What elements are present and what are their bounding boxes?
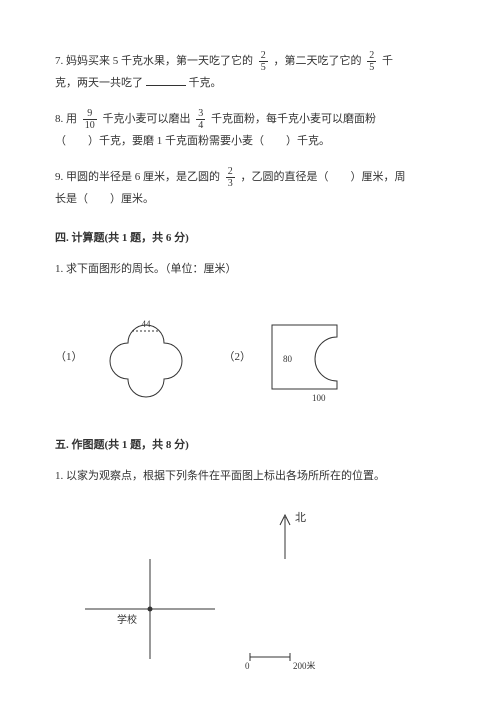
fig1-label: （1） (55, 347, 83, 368)
north-label: 北 (295, 511, 306, 524)
q8-text3: 千克面粉，每千克小麦可以磨面粉 (211, 113, 376, 125)
q7-text4: 克，两天一共吃了 (55, 77, 143, 89)
q9-text2: ，乙圆的直径是（ ）厘米，周 (241, 171, 406, 183)
q7-blank (146, 74, 186, 86)
section5-q1: 1. 以家为观察点，根据下列条件在平面图上标出各场所所在的位置。 (55, 466, 445, 487)
q7-text5: 千克。 (189, 77, 222, 89)
question-8: 8. 用 9 10 千克小麦可以磨出 3 4 千克面粉，每千克小麦可以磨面粉 （… (55, 108, 445, 152)
q8-text2: 千克小麦可以磨出 (103, 113, 191, 125)
section4-q1: 1. 求下面图形的周长。（单位：厘米） (55, 259, 445, 280)
question-7: 7. 妈妈买来 5 千克水果，第一天吃了它的 2 5 ，第二天吃了它的 2 5 … (55, 50, 445, 94)
q8-frac2: 3 4 (196, 108, 205, 131)
q8-text1: 8. 用 (55, 113, 77, 125)
q8-text4: （ ）千克，要磨 1 千克面粉需要小麦（ ）千克。 (55, 135, 330, 147)
q9-text1: 9. 甲圆的半径是 6 厘米，是乙圆的 (55, 171, 220, 183)
figure-1-svg: 44 (89, 297, 204, 417)
fig1-text-44: 44 (141, 319, 151, 329)
q7-frac1: 2 5 (259, 50, 268, 73)
scale-200: 200米 (293, 660, 316, 669)
section4-title: 四. 计算题(共 1 题，共 6 分) (55, 228, 445, 249)
fig2-label: （2） (224, 347, 252, 368)
q7-frac2: 2 5 (367, 50, 376, 73)
q9-frac1: 2 3 (226, 166, 235, 189)
q9-text3: 长是（ ）厘米。 (55, 193, 154, 205)
question-9: 9. 甲圆的半径是 6 厘米，是乙圆的 2 3 ，乙圆的直径是（ ）厘米，周 长… (55, 166, 445, 210)
q7-text1: 7. 妈妈买来 5 千克水果，第一天吃了它的 (55, 55, 253, 67)
q7-text3: 千 (382, 55, 393, 67)
section5-figure: 北 学校 0 200米 (55, 499, 445, 677)
fig2-text-100: 100 (312, 393, 326, 403)
q7-text2: ，第二天吃了它的 (274, 55, 362, 67)
fig2-text-80: 80 (283, 354, 293, 364)
figure-row: （1） 44 （2） 80 100 (55, 297, 445, 417)
figure-2-svg: 80 100 (257, 307, 357, 407)
school-point (148, 607, 153, 612)
scale-0: 0 (245, 661, 250, 669)
q8-frac1: 9 10 (83, 108, 97, 131)
section5-title: 五. 作图题(共 1 题，共 8 分) (55, 435, 445, 456)
school-label: 学校 (117, 613, 137, 626)
